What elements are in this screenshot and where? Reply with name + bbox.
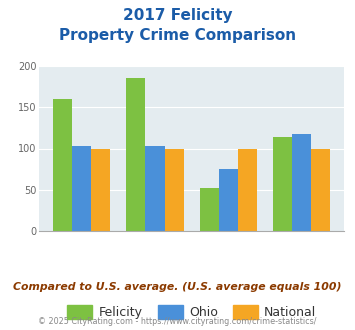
Bar bbox=[53, 99, 72, 231]
Legend: Felicity, Ohio, National: Felicity, Ohio, National bbox=[62, 300, 321, 324]
Text: 2017 Felicity: 2017 Felicity bbox=[123, 8, 232, 23]
Bar bbox=[200, 188, 219, 231]
Bar bbox=[146, 146, 164, 231]
Bar bbox=[164, 148, 184, 231]
Bar bbox=[126, 79, 146, 231]
Bar bbox=[273, 137, 292, 231]
Bar bbox=[238, 148, 257, 231]
Bar bbox=[311, 148, 331, 231]
Text: © 2025 CityRating.com - https://www.cityrating.com/crime-statistics/: © 2025 CityRating.com - https://www.city… bbox=[38, 317, 317, 326]
Text: Property Crime Comparison: Property Crime Comparison bbox=[59, 28, 296, 43]
Bar bbox=[292, 134, 311, 231]
Bar bbox=[91, 148, 110, 231]
Bar bbox=[72, 146, 91, 231]
Text: Compared to U.S. average. (U.S. average equals 100): Compared to U.S. average. (U.S. average … bbox=[13, 282, 342, 292]
Bar bbox=[219, 169, 238, 231]
